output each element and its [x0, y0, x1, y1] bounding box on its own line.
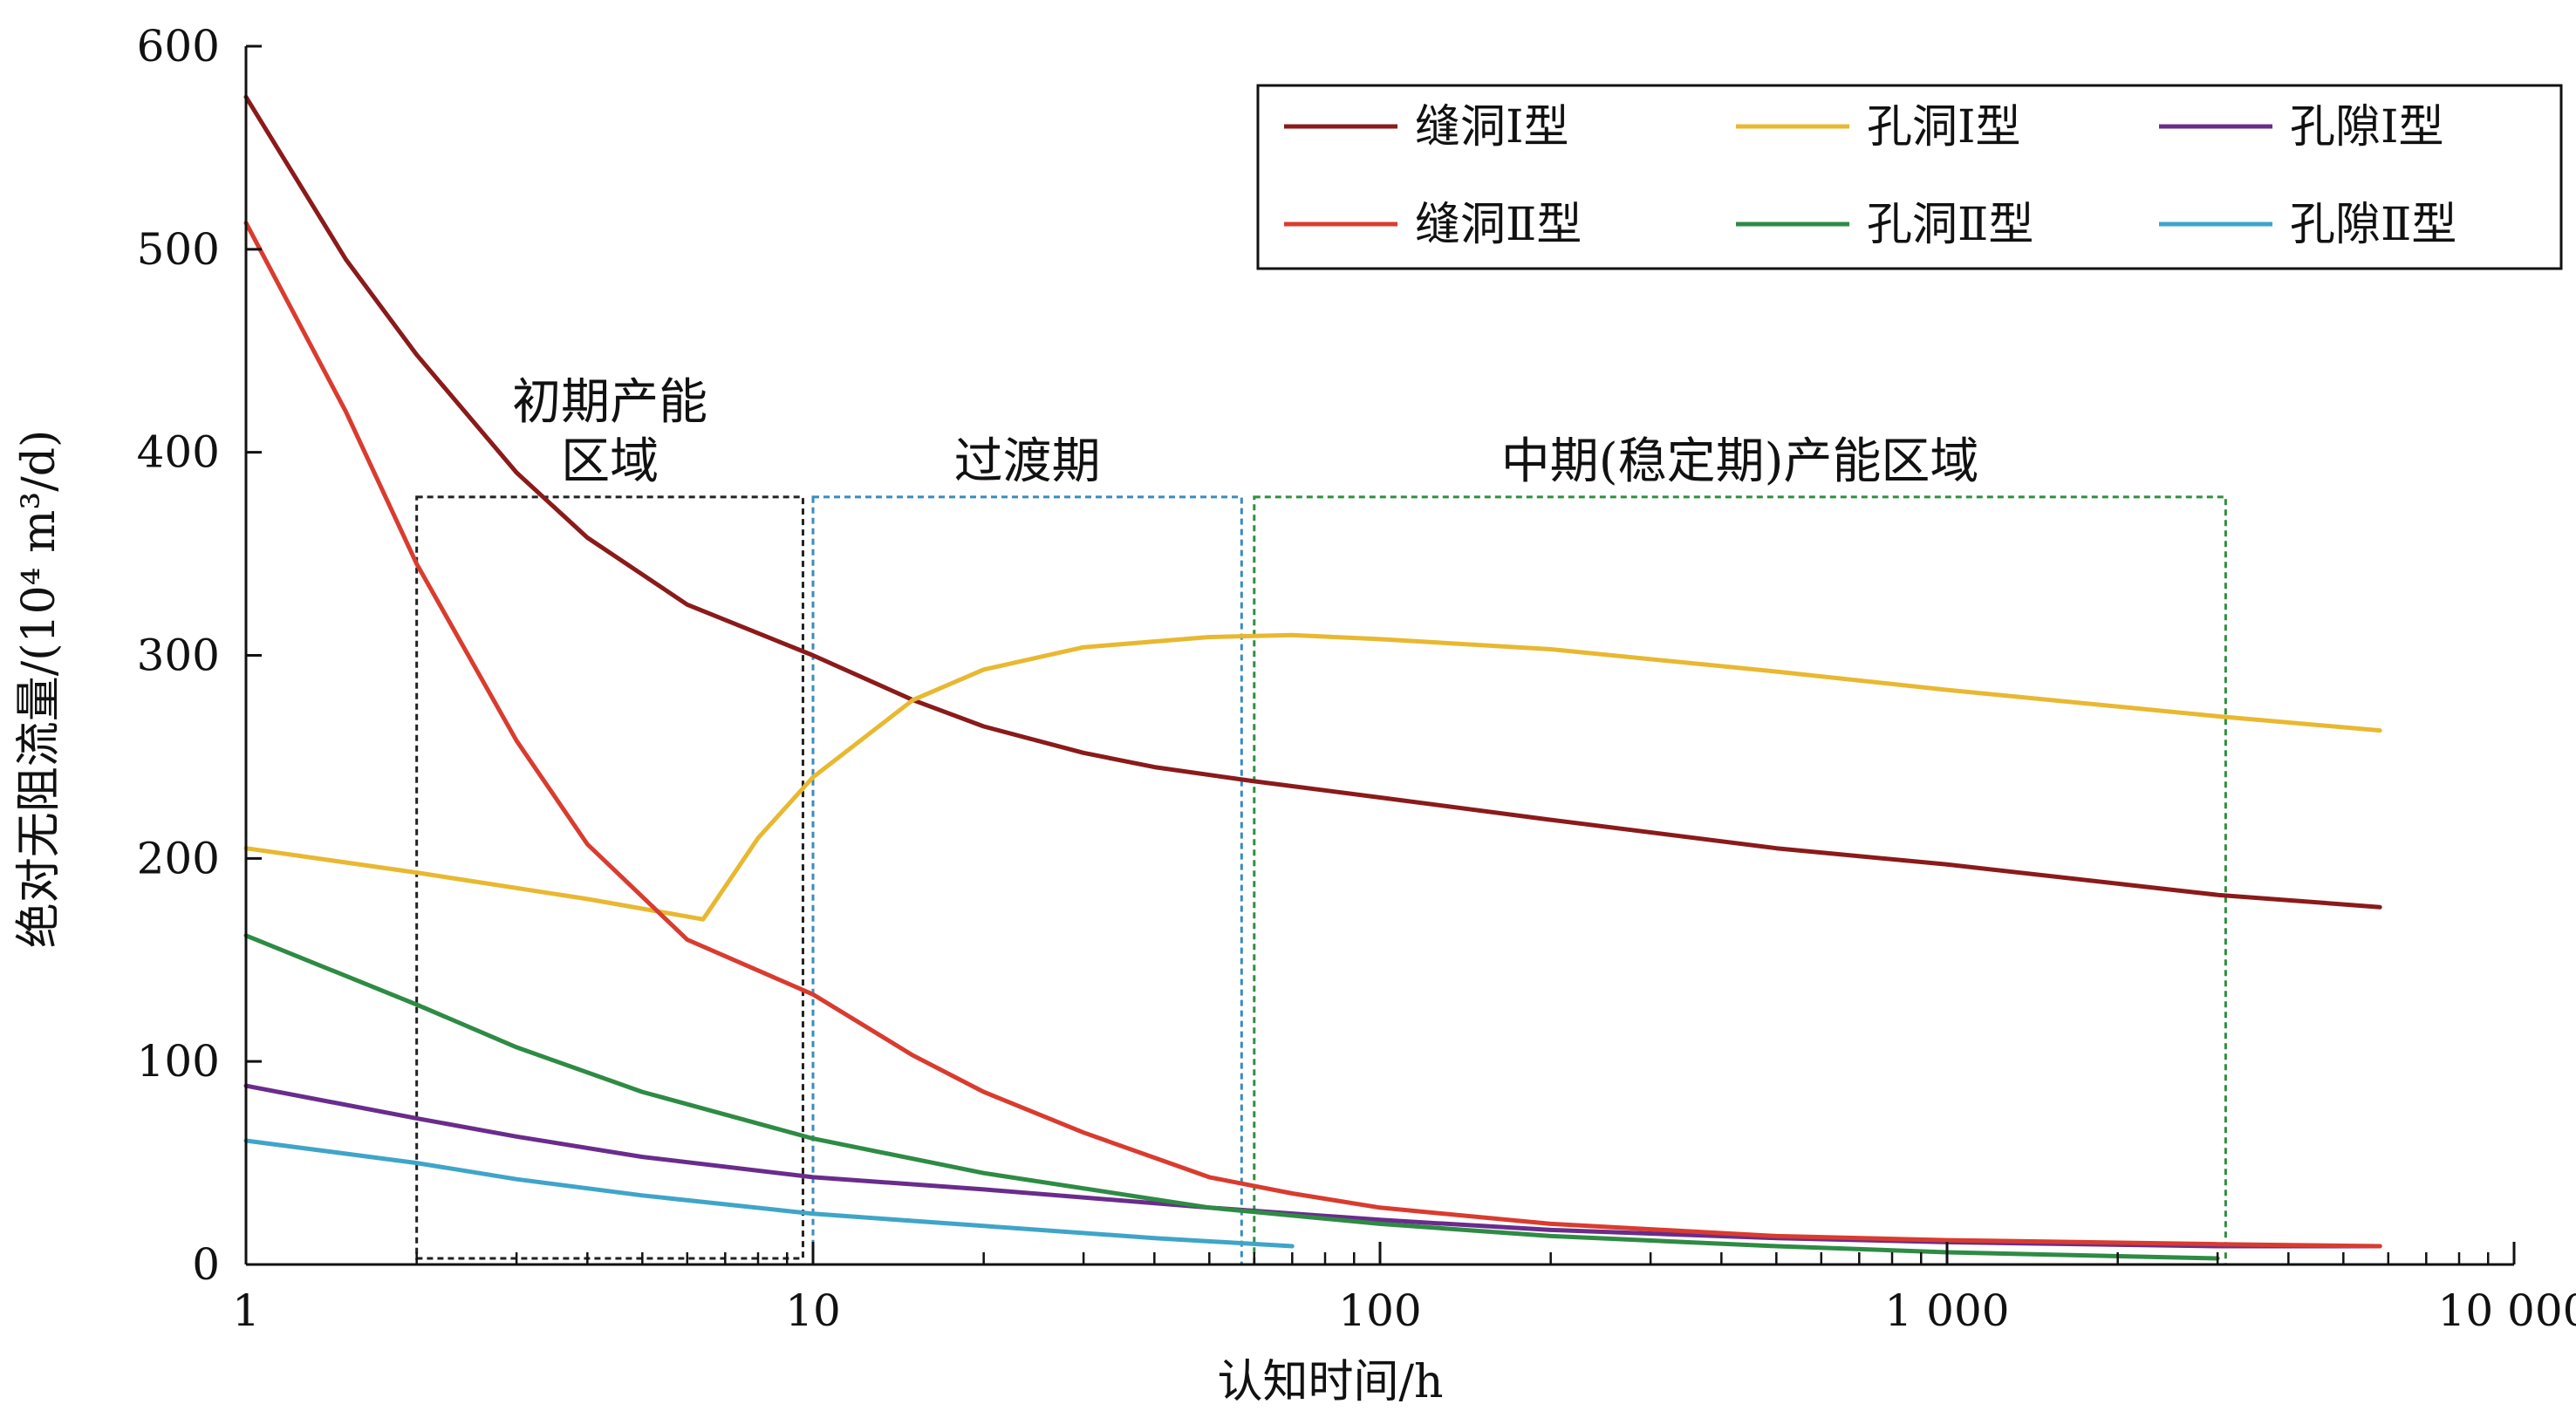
x-tick-label-4: 1 000	[1884, 1285, 2009, 1336]
series-line-1	[243, 94, 2382, 910]
y-tick-label-2: 100	[137, 1036, 220, 1087]
y-tick-label-6: 500	[137, 224, 220, 275]
region-box-2	[811, 495, 1243, 1266]
legend-label-6: 孔隙Ⅱ型	[2290, 199, 2456, 251]
series-lines	[243, 94, 2382, 1261]
legend-label-2: 孔洞Ⅰ型	[1867, 101, 2021, 153]
series-line-5	[243, 933, 2220, 1261]
region-label-1-line-2: 区域	[561, 433, 659, 490]
y-tick-label-1: 0	[192, 1239, 220, 1290]
legend-box	[1256, 84, 2563, 270]
series-line-6	[243, 1138, 1295, 1249]
x-tick-label-1: 1	[232, 1285, 260, 1336]
x-tick-label-5: 10 000	[2438, 1285, 2576, 1336]
axes: 0 100 200 300 400 500 600 1 10 100 1 000 10 000	[137, 21, 2576, 1336]
legend-label-4: 缝洞Ⅱ型	[1415, 199, 1582, 251]
y-axis-title: 绝对无阻流量/(10⁴ m³/d)	[13, 430, 65, 949]
region-label-3: 中期(稳定期)产能区域	[1501, 433, 1979, 490]
legend-label-5: 孔洞Ⅱ型	[1867, 199, 2033, 251]
series-line-3	[243, 1083, 2382, 1249]
y-tick-label-4: 300	[137, 631, 220, 681]
series-line-4	[243, 221, 2382, 1249]
y-tick-label-5: 400	[137, 427, 220, 478]
region-label-2: 过渡期	[954, 433, 1101, 490]
x-tick-label-2: 10	[785, 1285, 841, 1336]
y-tick-label-3: 200	[137, 833, 220, 883]
region-label-1-line-1: 初期产能	[512, 374, 707, 431]
legend-label-1: 缝洞Ⅰ型	[1415, 101, 1569, 153]
legend-label-3: 孔隙Ⅰ型	[2290, 101, 2444, 153]
x-axis-title: 认知时间/h	[1217, 1356, 1443, 1408]
y-tick-label-7: 600	[137, 21, 220, 72]
region-box-1	[415, 495, 804, 1260]
series-line-2	[243, 632, 2382, 922]
x-tick-label-3: 100	[1338, 1285, 1421, 1336]
